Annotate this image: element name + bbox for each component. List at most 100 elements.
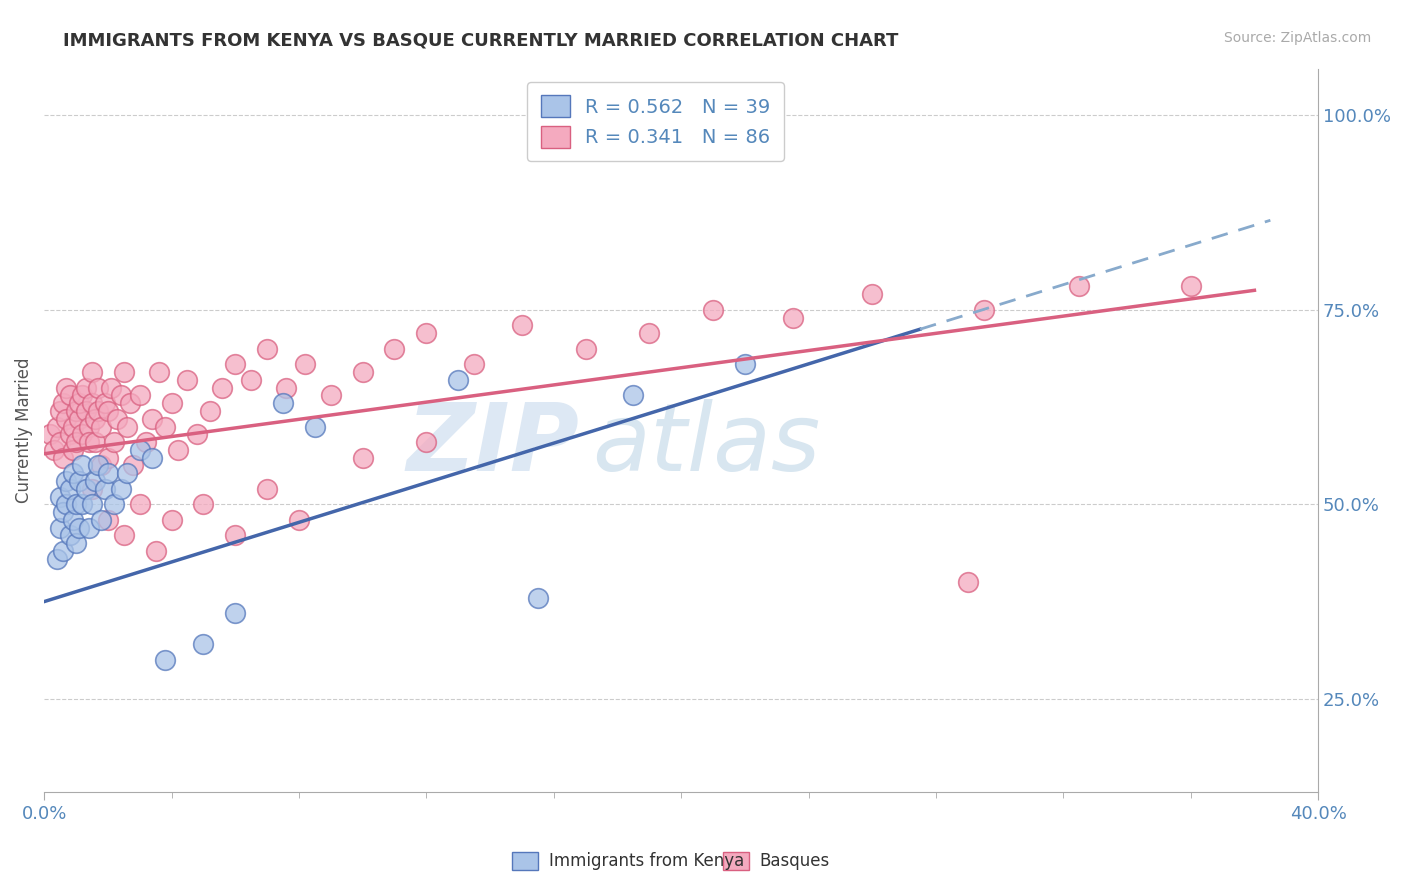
Point bbox=[87, 404, 110, 418]
Bar bbox=[512, 852, 537, 870]
Point bbox=[49, 435, 72, 450]
Point bbox=[224, 607, 246, 621]
Text: ZIP: ZIP bbox=[406, 399, 579, 491]
Point bbox=[84, 435, 107, 450]
Point bbox=[110, 482, 132, 496]
Point bbox=[67, 474, 90, 488]
Point bbox=[527, 591, 550, 605]
Point bbox=[288, 513, 311, 527]
Text: atlas: atlas bbox=[592, 400, 820, 491]
Point bbox=[52, 505, 75, 519]
Point bbox=[271, 396, 294, 410]
Point bbox=[80, 482, 103, 496]
Point bbox=[860, 287, 883, 301]
Point bbox=[112, 528, 135, 542]
Point bbox=[93, 396, 115, 410]
Point bbox=[58, 427, 80, 442]
Point bbox=[55, 474, 77, 488]
Point bbox=[97, 513, 120, 527]
Point bbox=[128, 497, 150, 511]
Point bbox=[72, 388, 94, 402]
Point bbox=[97, 404, 120, 418]
Point bbox=[782, 310, 804, 325]
Point bbox=[72, 458, 94, 473]
Bar bbox=[723, 852, 748, 870]
Point bbox=[55, 411, 77, 425]
Point bbox=[120, 396, 142, 410]
Point bbox=[84, 411, 107, 425]
Point bbox=[52, 544, 75, 558]
Text: IMMIGRANTS FROM KENYA VS BASQUE CURRENTLY MARRIED CORRELATION CHART: IMMIGRANTS FROM KENYA VS BASQUE CURRENTL… bbox=[63, 31, 898, 49]
Point bbox=[319, 388, 342, 402]
Point bbox=[145, 544, 167, 558]
Point bbox=[42, 442, 65, 457]
Point bbox=[574, 342, 596, 356]
Point bbox=[638, 326, 661, 340]
Point bbox=[39, 427, 62, 442]
Point bbox=[211, 381, 233, 395]
Legend: R = 0.562   N = 39, R = 0.341   N = 86: R = 0.562 N = 39, R = 0.341 N = 86 bbox=[527, 82, 785, 161]
Point bbox=[153, 653, 176, 667]
Point bbox=[93, 482, 115, 496]
Point bbox=[105, 411, 128, 425]
Point bbox=[87, 458, 110, 473]
Point bbox=[45, 419, 67, 434]
Point bbox=[49, 404, 72, 418]
Point bbox=[90, 419, 112, 434]
Point bbox=[77, 419, 100, 434]
Point bbox=[65, 404, 87, 418]
Point bbox=[49, 521, 72, 535]
Point bbox=[52, 450, 75, 465]
Point bbox=[110, 388, 132, 402]
Point bbox=[65, 435, 87, 450]
Point bbox=[128, 388, 150, 402]
Text: Basques: Basques bbox=[759, 852, 830, 870]
Point bbox=[415, 326, 437, 340]
Point bbox=[77, 521, 100, 535]
Point bbox=[224, 528, 246, 542]
Point bbox=[415, 435, 437, 450]
Point bbox=[72, 427, 94, 442]
Point bbox=[141, 411, 163, 425]
Point bbox=[176, 373, 198, 387]
Point bbox=[447, 373, 470, 387]
Point bbox=[67, 521, 90, 535]
Point bbox=[153, 419, 176, 434]
Point bbox=[49, 490, 72, 504]
Point bbox=[115, 467, 138, 481]
Text: Source: ZipAtlas.com: Source: ZipAtlas.com bbox=[1223, 31, 1371, 45]
Point bbox=[384, 342, 406, 356]
Point bbox=[240, 373, 263, 387]
Point bbox=[122, 458, 145, 473]
Point bbox=[100, 381, 122, 395]
Point bbox=[77, 435, 100, 450]
Point bbox=[62, 467, 84, 481]
Point bbox=[97, 450, 120, 465]
Point bbox=[55, 381, 77, 395]
Point bbox=[97, 467, 120, 481]
Point bbox=[160, 513, 183, 527]
Point bbox=[160, 396, 183, 410]
Point bbox=[115, 419, 138, 434]
Point bbox=[294, 357, 316, 371]
Point bbox=[84, 474, 107, 488]
Point bbox=[87, 381, 110, 395]
Point bbox=[135, 435, 157, 450]
Point bbox=[193, 637, 215, 651]
Point bbox=[52, 396, 75, 410]
Point bbox=[75, 404, 97, 418]
Point bbox=[606, 131, 628, 145]
Point bbox=[1069, 279, 1091, 293]
Point bbox=[148, 365, 170, 379]
Point bbox=[186, 427, 208, 442]
Point bbox=[80, 497, 103, 511]
Text: Immigrants from Kenya: Immigrants from Kenya bbox=[548, 852, 744, 870]
Point bbox=[45, 551, 67, 566]
Point bbox=[58, 482, 80, 496]
Point bbox=[973, 302, 995, 317]
Point bbox=[65, 497, 87, 511]
Point bbox=[75, 381, 97, 395]
Point bbox=[55, 497, 77, 511]
Point bbox=[510, 318, 533, 333]
Point bbox=[67, 396, 90, 410]
